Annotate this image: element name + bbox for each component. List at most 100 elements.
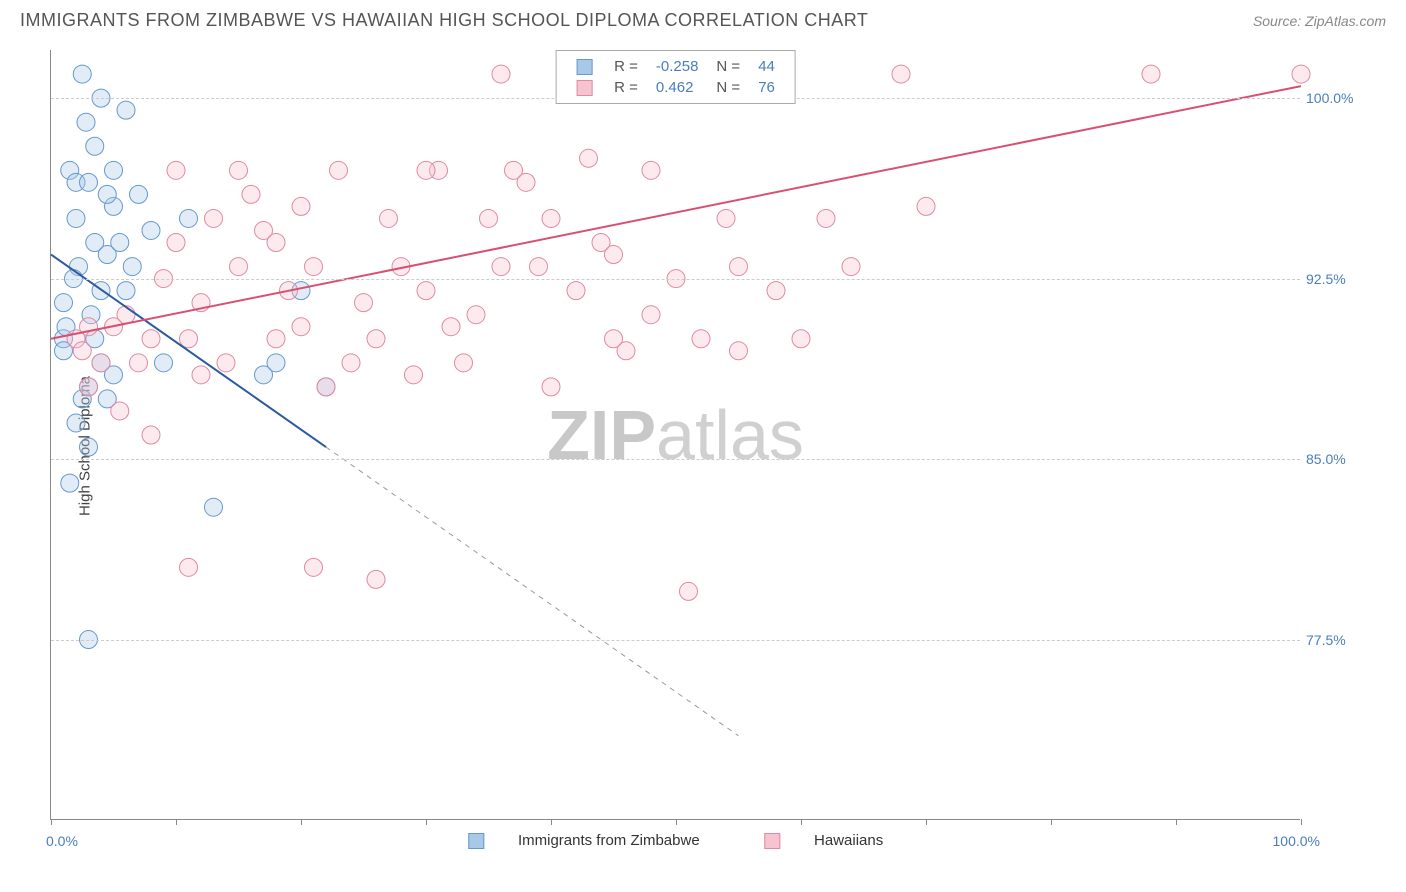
data-point xyxy=(292,197,310,215)
data-point xyxy=(267,330,285,348)
xtick xyxy=(51,819,52,825)
data-point xyxy=(542,378,560,396)
data-point xyxy=(117,101,135,119)
data-point xyxy=(517,173,535,191)
data-point xyxy=(405,366,423,384)
data-point xyxy=(192,366,210,384)
data-point xyxy=(692,330,710,348)
chart-title: IMMIGRANTS FROM ZIMBABWE VS HAWAIIAN HIG… xyxy=(20,10,868,31)
data-point xyxy=(142,330,160,348)
data-point xyxy=(267,234,285,252)
data-point xyxy=(230,258,248,276)
gridline xyxy=(51,279,1300,280)
data-point xyxy=(617,342,635,360)
xtick xyxy=(676,819,677,825)
data-point xyxy=(292,318,310,336)
ytick-label: 85.0% xyxy=(1306,451,1376,467)
data-point xyxy=(305,258,323,276)
data-point xyxy=(73,65,91,83)
data-point xyxy=(217,354,235,372)
x-max-label: 100.0% xyxy=(1273,833,1320,849)
data-point xyxy=(111,402,129,420)
data-point xyxy=(367,570,385,588)
data-point xyxy=(167,234,185,252)
data-point xyxy=(317,378,335,396)
data-point xyxy=(123,258,141,276)
data-point xyxy=(530,258,548,276)
data-point xyxy=(80,173,98,191)
swatch-bottom-0 xyxy=(468,833,484,849)
data-point xyxy=(417,161,435,179)
ytick-label: 92.5% xyxy=(1306,271,1376,287)
legend-item-1: Hawaiians xyxy=(749,832,898,849)
xtick xyxy=(1051,819,1052,825)
n-value-0: 44 xyxy=(750,57,783,76)
swatch-bottom-1 xyxy=(764,833,780,849)
x-min-label: 0.0% xyxy=(46,833,78,849)
data-point xyxy=(1142,65,1160,83)
data-point xyxy=(155,354,173,372)
xtick xyxy=(176,819,177,825)
data-point xyxy=(67,209,85,227)
source-attribution: Source: ZipAtlas.com xyxy=(1253,13,1386,29)
data-point xyxy=(180,330,198,348)
data-point xyxy=(55,294,73,312)
data-point xyxy=(917,197,935,215)
gridline xyxy=(51,459,1300,460)
trend-line-extrapolated xyxy=(326,447,739,736)
data-point xyxy=(605,246,623,264)
ytick-label: 77.5% xyxy=(1306,632,1376,648)
data-point xyxy=(542,209,560,227)
data-point xyxy=(467,306,485,324)
data-point xyxy=(73,342,91,360)
data-point xyxy=(111,234,129,252)
xtick xyxy=(301,819,302,825)
n-label-0: N = xyxy=(708,57,748,76)
n-label-1: N = xyxy=(708,78,748,97)
r-label-1: R = xyxy=(606,78,646,97)
data-point xyxy=(130,354,148,372)
data-point xyxy=(342,354,360,372)
data-point xyxy=(892,65,910,83)
ytick-label: 100.0% xyxy=(1306,90,1376,106)
data-point xyxy=(180,209,198,227)
data-point xyxy=(817,209,835,227)
data-point xyxy=(567,282,585,300)
data-point xyxy=(367,330,385,348)
r-label-0: R = xyxy=(606,57,646,76)
data-point xyxy=(117,282,135,300)
data-point xyxy=(267,354,285,372)
data-point xyxy=(642,161,660,179)
xtick xyxy=(801,819,802,825)
data-point xyxy=(767,282,785,300)
data-point xyxy=(330,161,348,179)
data-point xyxy=(92,354,110,372)
series-legend: Immigrants from Zimbabwe Hawaiians xyxy=(438,832,913,849)
xtick xyxy=(551,819,552,825)
swatch-series-0 xyxy=(576,59,592,75)
chart-header: IMMIGRANTS FROM ZIMBABWE VS HAWAIIAN HIG… xyxy=(0,0,1406,36)
data-point xyxy=(242,185,260,203)
stats-row-2: R = 0.462 N = 76 xyxy=(568,78,783,97)
data-point xyxy=(80,438,98,456)
scatter-svg xyxy=(51,50,1300,819)
gridline xyxy=(51,640,1300,641)
data-point xyxy=(680,582,698,600)
chart-plot-area: ZIPatlas R = -0.258 N = 44 R = 0.462 N =… xyxy=(50,50,1300,820)
data-point xyxy=(842,258,860,276)
data-point xyxy=(717,209,735,227)
xtick xyxy=(426,819,427,825)
data-point xyxy=(230,161,248,179)
data-point xyxy=(730,342,748,360)
r-value-0: -0.258 xyxy=(648,57,707,76)
xtick xyxy=(1301,819,1302,825)
stats-table: R = -0.258 N = 44 R = 0.462 N = 76 xyxy=(566,55,785,99)
data-point xyxy=(180,558,198,576)
data-point xyxy=(580,149,598,167)
data-point xyxy=(455,354,473,372)
data-point xyxy=(67,414,85,432)
data-point xyxy=(380,209,398,227)
r-value-1: 0.462 xyxy=(648,78,707,97)
xtick xyxy=(926,819,927,825)
data-point xyxy=(730,258,748,276)
